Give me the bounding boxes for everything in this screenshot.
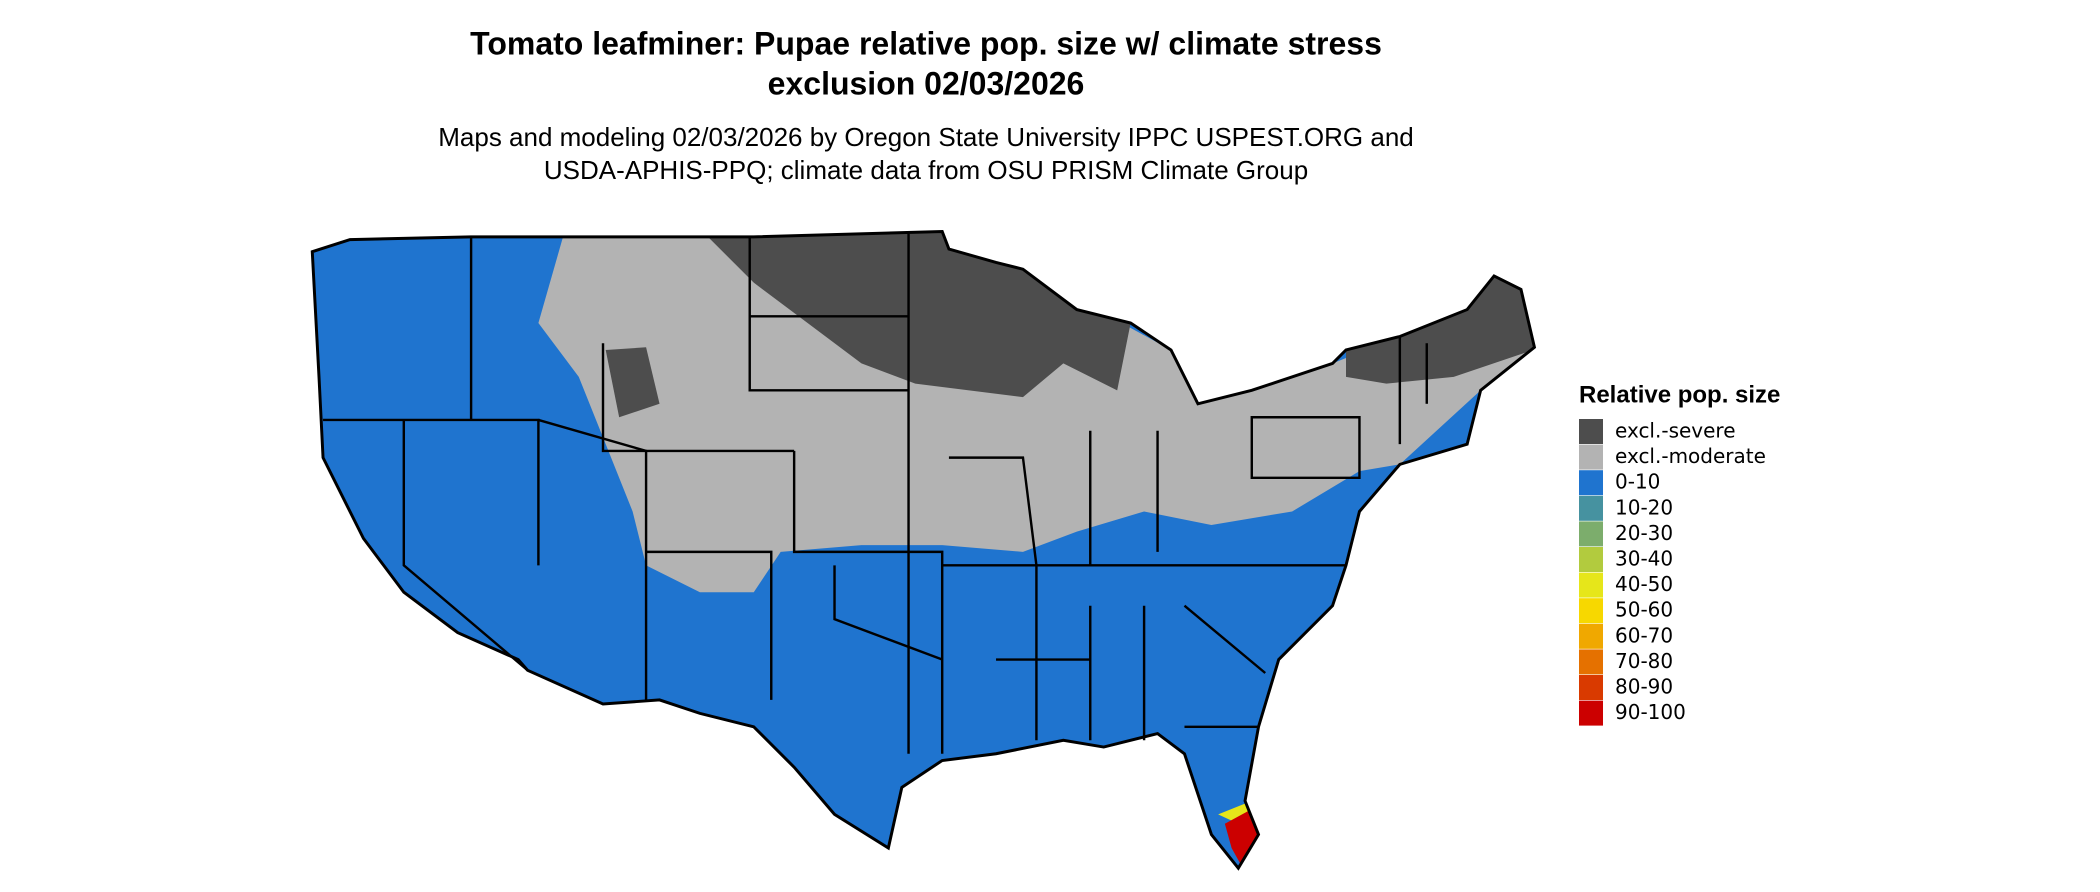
- legend-swatch: [1579, 700, 1603, 726]
- us-map: [310, 230, 1537, 871]
- legend-title: Relative pop. size: [1579, 381, 1780, 408]
- title: exclusion 02/03/2026: [768, 65, 1085, 101]
- subtitle: USDA-APHIS-PPQ; climate data from OSU PR…: [544, 155, 1308, 185]
- legend-swatch: [1579, 598, 1603, 624]
- legend-swatch: [1579, 495, 1603, 521]
- region-excl-moderate: [538, 231, 1535, 593]
- legend-swatch: [1579, 649, 1603, 675]
- region-excl-severe: [1345, 275, 1535, 384]
- legend-label: excl.-severe: [1615, 419, 1736, 443]
- legend-label: 10-20: [1615, 495, 1673, 519]
- legend-label: 60-70: [1615, 623, 1673, 647]
- legend-label: 80-90: [1615, 675, 1673, 699]
- legend-label: 30-40: [1615, 547, 1673, 571]
- legend-label: 20-30: [1615, 521, 1673, 545]
- legend-label: 0-10: [1615, 470, 1660, 494]
- legend-label: 90-100: [1615, 700, 1686, 724]
- state-borders: [323, 231, 1428, 754]
- legend-swatch: [1579, 675, 1603, 700]
- legend-swatch: [1579, 470, 1603, 496]
- legend-label: 40-50: [1615, 572, 1673, 596]
- title: Tomato leafminer: Pupae relative pop. si…: [470, 25, 1382, 61]
- legend-swatch: [1579, 419, 1603, 444]
- subtitle: Maps and modeling 02/03/2026 by Oregon S…: [438, 122, 1414, 152]
- legend-label: excl.-moderate: [1615, 444, 1766, 468]
- us-outline: [310, 230, 1537, 871]
- legend-swatch: [1579, 547, 1603, 572]
- legend-swatch: [1579, 444, 1603, 470]
- legend: excl.-severeexcl.-moderate0-1010-2020-30…: [1579, 419, 1766, 726]
- legend-swatch: [1579, 623, 1603, 649]
- legend-swatch: [1579, 572, 1603, 598]
- legend-swatch: [1579, 521, 1603, 547]
- region-excl-severe: [605, 347, 660, 418]
- legend-label: 50-60: [1615, 598, 1673, 622]
- legend-label: 70-80: [1615, 649, 1673, 673]
- region-excl-severe: [699, 231, 1131, 398]
